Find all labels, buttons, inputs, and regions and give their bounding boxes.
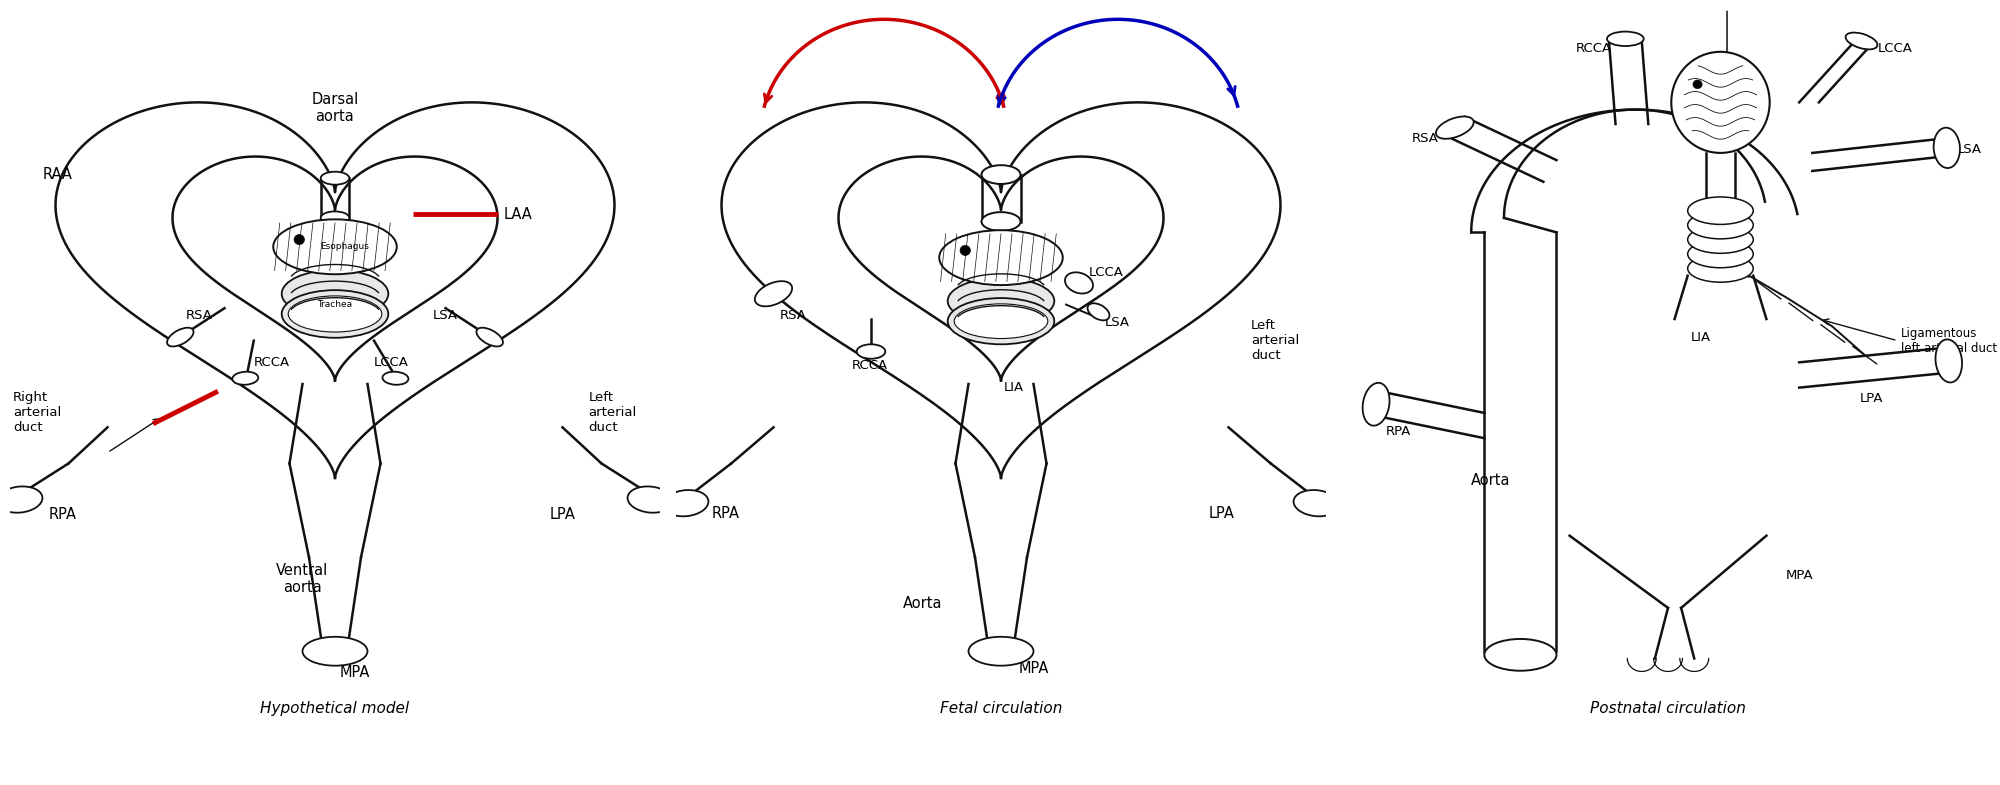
Ellipse shape bbox=[754, 281, 792, 306]
Ellipse shape bbox=[1294, 490, 1338, 517]
Text: RPA: RPA bbox=[1386, 425, 1412, 437]
Text: LCCA: LCCA bbox=[1878, 42, 1912, 55]
Text: MPA: MPA bbox=[340, 666, 370, 681]
Ellipse shape bbox=[1484, 639, 1556, 670]
Text: RAA: RAA bbox=[42, 167, 72, 182]
Text: LCCA: LCCA bbox=[374, 356, 408, 369]
Text: RSA: RSA bbox=[186, 309, 212, 322]
Ellipse shape bbox=[302, 637, 368, 666]
Ellipse shape bbox=[968, 637, 1034, 666]
Ellipse shape bbox=[1846, 33, 1878, 49]
Ellipse shape bbox=[1672, 52, 1770, 153]
Ellipse shape bbox=[1688, 240, 1754, 268]
Text: Aorta: Aorta bbox=[904, 596, 942, 611]
Ellipse shape bbox=[0, 487, 42, 513]
Text: LPA: LPA bbox=[1208, 506, 1234, 520]
Ellipse shape bbox=[282, 290, 388, 338]
Ellipse shape bbox=[1088, 303, 1110, 320]
Ellipse shape bbox=[1688, 226, 1754, 254]
Text: LPA: LPA bbox=[1860, 392, 1884, 405]
Ellipse shape bbox=[1688, 197, 1754, 225]
Ellipse shape bbox=[982, 165, 1020, 184]
Text: LIA: LIA bbox=[1690, 330, 1710, 344]
Ellipse shape bbox=[856, 345, 886, 359]
Text: LSA: LSA bbox=[1104, 316, 1130, 329]
Text: LPA: LPA bbox=[550, 506, 576, 521]
Ellipse shape bbox=[960, 246, 970, 255]
Ellipse shape bbox=[1688, 211, 1754, 239]
Ellipse shape bbox=[232, 372, 258, 385]
Ellipse shape bbox=[1688, 255, 1754, 282]
Ellipse shape bbox=[168, 327, 194, 346]
Text: RCCA: RCCA bbox=[852, 360, 888, 372]
Ellipse shape bbox=[320, 172, 350, 184]
Text: MPA: MPA bbox=[1018, 661, 1048, 676]
Text: Left
arterial
duct: Left arterial duct bbox=[588, 392, 636, 434]
Text: Hypothetical model: Hypothetical model bbox=[260, 701, 410, 716]
Ellipse shape bbox=[320, 211, 350, 225]
Ellipse shape bbox=[282, 270, 388, 318]
Ellipse shape bbox=[1064, 272, 1094, 294]
Text: Trachea: Trachea bbox=[318, 300, 352, 309]
Ellipse shape bbox=[954, 304, 1048, 338]
Text: LSA: LSA bbox=[432, 309, 458, 322]
Ellipse shape bbox=[288, 296, 382, 332]
Text: Esophagus: Esophagus bbox=[320, 243, 370, 251]
Text: Right
arterial
duct: Right arterial duct bbox=[14, 392, 62, 434]
Ellipse shape bbox=[1692, 80, 1702, 89]
Text: RSA: RSA bbox=[780, 309, 806, 322]
Ellipse shape bbox=[274, 219, 396, 274]
Text: Diverticulum of
Kommerell: Diverticulum of Kommerell bbox=[1678, 0, 1776, 2]
Ellipse shape bbox=[1606, 31, 1644, 46]
Ellipse shape bbox=[940, 230, 1062, 285]
Text: Aorta: Aorta bbox=[1472, 473, 1510, 488]
Ellipse shape bbox=[982, 212, 1020, 231]
Ellipse shape bbox=[476, 327, 502, 346]
Text: RPA: RPA bbox=[712, 506, 740, 520]
Text: LIA: LIA bbox=[1004, 382, 1024, 394]
Text: RCCA: RCCA bbox=[254, 356, 290, 369]
Text: LAA: LAA bbox=[504, 206, 532, 222]
Ellipse shape bbox=[1362, 383, 1390, 425]
Text: LCCA: LCCA bbox=[1088, 265, 1124, 279]
Text: MPA: MPA bbox=[1786, 569, 1814, 582]
Text: Ventral
aorta: Ventral aorta bbox=[276, 563, 328, 595]
Text: Left
arterial
duct: Left arterial duct bbox=[1252, 319, 1300, 362]
Text: Darsal
aorta: Darsal aorta bbox=[312, 92, 358, 124]
Ellipse shape bbox=[948, 278, 1054, 324]
Ellipse shape bbox=[628, 487, 672, 513]
Text: LSA: LSA bbox=[1956, 143, 1982, 155]
Text: Fetal circulation: Fetal circulation bbox=[940, 701, 1062, 716]
Text: RCCA: RCCA bbox=[1576, 42, 1612, 55]
Ellipse shape bbox=[1936, 339, 1962, 382]
Ellipse shape bbox=[294, 235, 304, 245]
Ellipse shape bbox=[1934, 128, 1960, 168]
Ellipse shape bbox=[948, 298, 1054, 345]
Text: Postnatal circulation: Postnatal circulation bbox=[1590, 701, 1746, 716]
Ellipse shape bbox=[664, 490, 708, 517]
Text: RPA: RPA bbox=[48, 506, 76, 521]
Ellipse shape bbox=[1436, 116, 1474, 139]
Ellipse shape bbox=[382, 372, 408, 385]
Text: RSA: RSA bbox=[1412, 132, 1440, 145]
Text: Ligamentous
left arterial duct: Ligamentous left arterial duct bbox=[1900, 327, 1998, 355]
